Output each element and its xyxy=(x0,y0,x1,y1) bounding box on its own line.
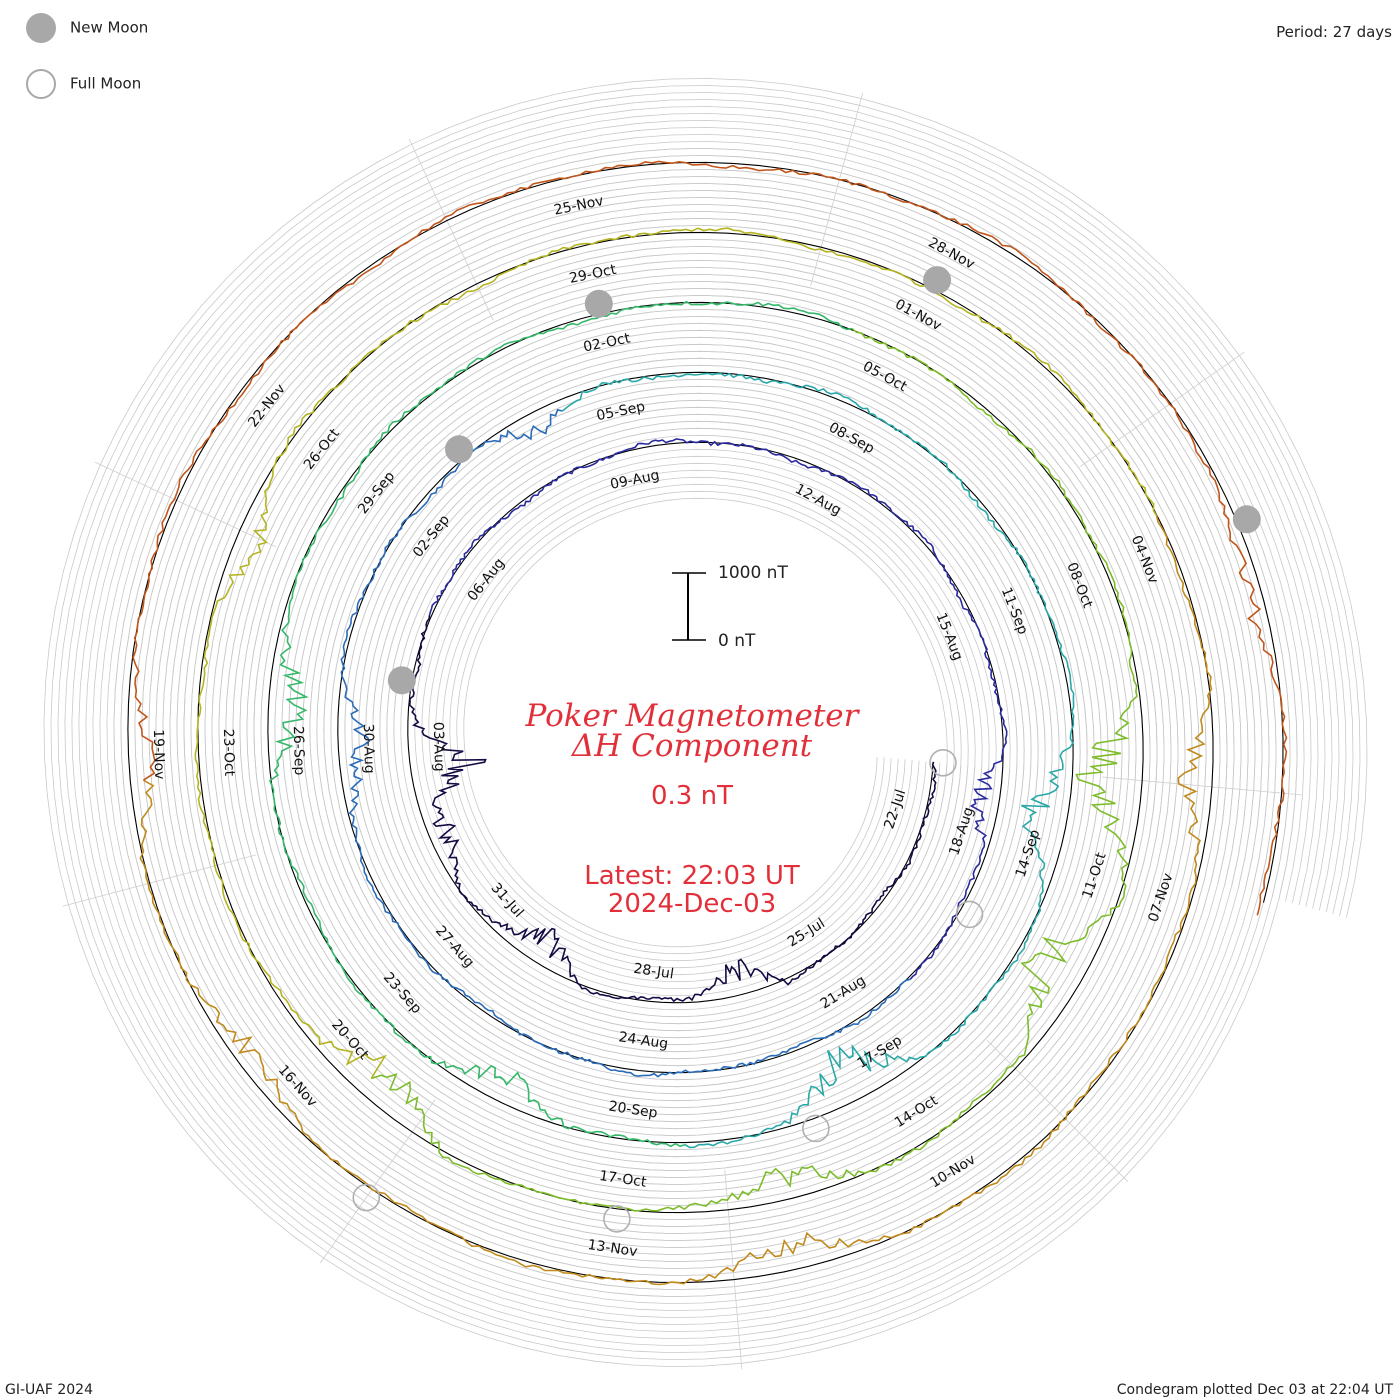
latest-time: Latest: 22:03 UT xyxy=(584,861,800,891)
moon-phase-markers xyxy=(352,266,1261,1233)
new-moon-legend-icon xyxy=(26,13,56,43)
new-moon-marker xyxy=(1232,505,1261,534)
date-tick-label: 04-Nov xyxy=(1128,533,1161,586)
new-moon-marker xyxy=(923,266,952,295)
new-moon-marker xyxy=(445,435,474,464)
day-spoke xyxy=(1102,776,1302,796)
date-tick-label: 21-Aug xyxy=(818,973,869,1013)
day-spokes xyxy=(62,92,1302,1370)
date-tick-label: 17-Oct xyxy=(598,1168,648,1191)
full-moon-legend-label: Full Moon xyxy=(70,75,141,93)
footer-plot-time: Condegram plotted Dec 03 at 22:04 UT xyxy=(1117,1382,1394,1398)
full-moon-marker xyxy=(802,1114,830,1143)
day-spoke xyxy=(986,1039,1129,1183)
scale-bar-top-label: 1000 nT xyxy=(718,563,788,583)
new-moon-legend-label: New Moon xyxy=(70,19,148,37)
trace-segment xyxy=(428,438,1008,980)
day-spoke xyxy=(94,461,277,548)
new-moon-marker xyxy=(387,666,416,695)
trace-segment xyxy=(408,615,937,1003)
date-tick-label: 05-Sep xyxy=(595,399,647,425)
day-spoke xyxy=(319,1099,436,1264)
scale-bar-bottom-label: 0 nT xyxy=(718,631,756,651)
grid-spiral xyxy=(43,78,1368,1368)
baseline-spiral xyxy=(127,161,1284,1284)
chart-title: Poker Magnetometer xyxy=(525,698,861,734)
full-moon-marker xyxy=(929,749,957,777)
period-label: Period: 27 days xyxy=(1276,23,1392,41)
date-tick-label: 10-Nov xyxy=(927,1152,978,1192)
chart-subtitle: ΔH Component xyxy=(571,728,813,764)
full-moon-marker xyxy=(603,1205,631,1233)
date-tick-label: 24-Aug xyxy=(617,1029,669,1052)
day-spoke xyxy=(810,92,864,286)
date-tick-label: 31-Jul xyxy=(488,880,527,921)
date-tick-label: 30-Aug xyxy=(360,724,377,774)
footer-credit: GI-UAF 2024 xyxy=(5,1382,93,1398)
grid-spiral xyxy=(99,133,1312,1312)
scale-bar xyxy=(672,572,706,641)
date-tick-label: 23-Oct xyxy=(220,729,237,777)
grid-spiral xyxy=(71,106,1340,1340)
grid-spiral xyxy=(78,112,1333,1333)
date-tick-label: 13-Nov xyxy=(587,1237,639,1260)
day-spoke xyxy=(1080,351,1245,467)
date-tick-label: 03-Aug xyxy=(430,722,447,772)
date-tick-label: 11-Sep xyxy=(998,585,1031,637)
date-tick-label: 09-Aug xyxy=(609,467,661,493)
day-spoke xyxy=(408,138,494,321)
latest-date: 2024-Dec-03 xyxy=(608,889,776,919)
date-tick-label: 26-Sep xyxy=(290,726,307,776)
grid-spiral xyxy=(85,119,1326,1326)
grid-spiral xyxy=(106,140,1305,1305)
full-moon-marker xyxy=(955,900,984,929)
full-moon-legend-icon xyxy=(26,69,56,99)
full-moon-marker xyxy=(352,1183,381,1212)
trace-segment xyxy=(561,372,1075,1149)
trace-segment xyxy=(370,328,1138,1212)
day-spoke xyxy=(62,854,257,907)
date-tick-label: 15-Aug xyxy=(933,611,966,663)
date-tick-label: 17-Sep xyxy=(855,1032,905,1071)
grid-spiral xyxy=(92,126,1319,1319)
date-tick-label: 22-Jul xyxy=(881,787,909,831)
trace-segment xyxy=(194,227,1158,1079)
trace-segment xyxy=(132,160,1288,916)
date-tick-label: 20-Sep xyxy=(608,1099,659,1122)
trace-segment xyxy=(340,408,911,1078)
day-spoke xyxy=(724,1169,743,1370)
date-tick-label: 25-Jul xyxy=(785,915,828,950)
grid-spiral xyxy=(50,85,1361,1361)
trace-segment xyxy=(139,515,1213,1286)
date-tick-label: 28-Jul xyxy=(632,961,674,983)
resolution-label: 0.3 nT xyxy=(651,781,733,811)
date-tick-label: 08-Oct xyxy=(1063,560,1096,610)
baseline-spiral-path xyxy=(127,161,1284,1284)
grid-spiral xyxy=(64,99,1347,1347)
new-moon-marker xyxy=(584,289,613,318)
date-tick-label: 14-Oct xyxy=(892,1092,941,1131)
date-tick-label: 19-Nov xyxy=(150,729,167,780)
